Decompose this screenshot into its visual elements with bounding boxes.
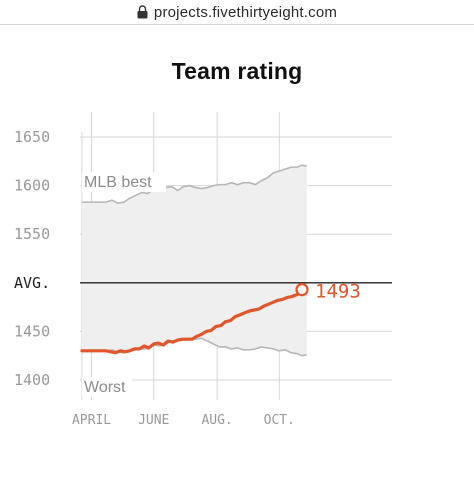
range-band [82, 165, 307, 356]
x-axis-ticks: APRIL JUNE AUG. OCT. [72, 413, 295, 428]
x-tick-label: AUG. [201, 413, 232, 428]
y-tick-label: 1600 [14, 177, 50, 195]
team-rating-line [80, 288, 304, 355]
mlb-best-label-bg [82, 172, 166, 192]
y-tick-label: 1450 [14, 322, 50, 340]
y-tick-label: AVG. [14, 274, 50, 292]
y-tick-label: 1650 [14, 128, 50, 146]
url-text[interactable]: projects.fivethirtyeight.com [153, 3, 338, 21]
y-axis-ticks: 1650 1600 1550 AVG. 1450 1400 [14, 128, 50, 389]
chart-title: Team rating [171, 58, 303, 84]
worst-label-bg [82, 377, 132, 397]
mlb-best-label: MLB best [84, 174, 152, 191]
y-tick-label: 1550 [14, 225, 50, 243]
x-tick-label: APRIL [72, 413, 111, 428]
current-rating-label: 1493 [315, 281, 361, 303]
x-tick-label: JUNE [138, 413, 169, 428]
x-tick-label: OCT. [264, 413, 295, 428]
current-rating-marker [295, 283, 309, 297]
y-tick-label: 1400 [14, 371, 50, 389]
address-bar[interactable]: projects.fivethirtyeight.com [0, 0, 474, 25]
mlb-best-line [82, 164, 307, 204]
lock-icon [137, 5, 148, 19]
worst-label: Worst [84, 379, 126, 396]
